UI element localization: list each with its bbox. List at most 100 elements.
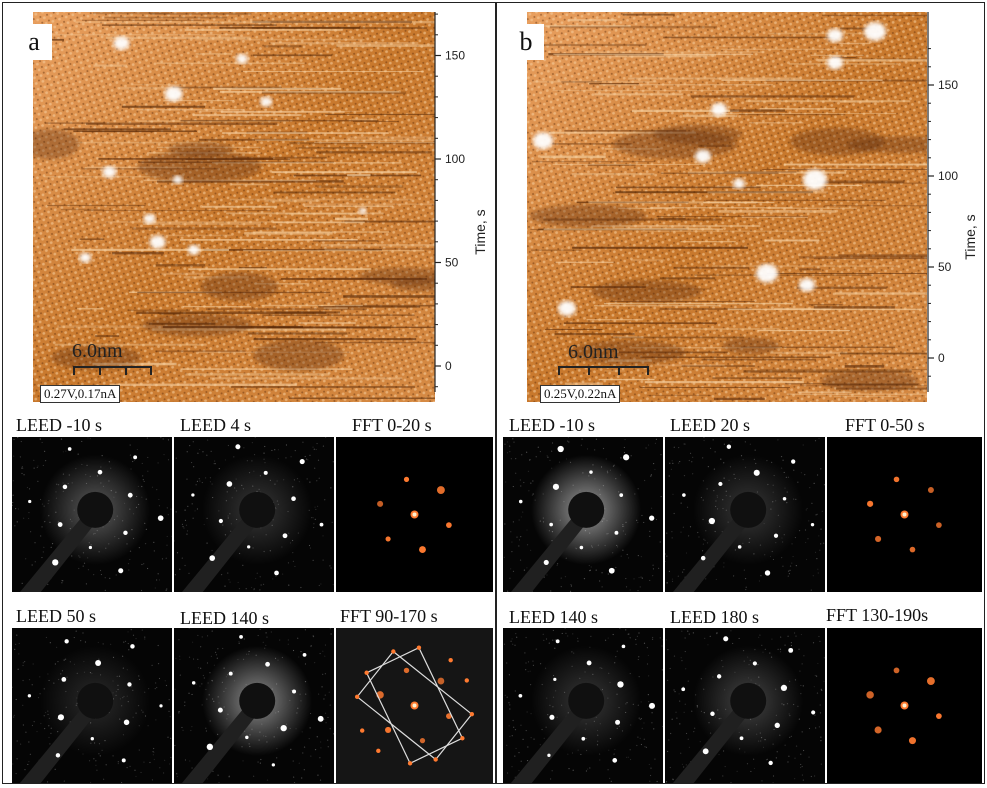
noise-speck [25,731,27,733]
noise-speck [22,664,24,667]
scan-line [95,335,120,338]
noise-speck [554,639,556,641]
noise-speck [525,662,527,664]
scan-line [680,241,736,243]
noise-speck [577,640,579,642]
dark-domain [789,127,885,156]
noise-speck [551,450,553,452]
noise-speck [813,482,815,484]
noise-speck [685,552,688,554]
noise-speck [667,750,669,753]
noise-speck [730,441,732,443]
noise-speck [526,529,528,531]
scan-line [264,199,320,203]
noise-speck [554,647,556,649]
scan-line [213,87,342,90]
noise-speck [567,635,569,637]
noise-speck [583,578,586,580]
noise-speck [324,718,326,721]
noise-speck [640,556,642,558]
noise-speck [23,474,25,476]
scan-line [584,51,765,53]
noise-speck [89,438,91,440]
noise-speck [305,458,308,460]
noise-speck [117,761,119,763]
diffraction-spot [543,559,549,565]
noise-speck [519,479,521,481]
scan-line [531,161,656,163]
dark-domain [359,267,435,285]
noise-speck [816,513,818,515]
noise-speck [216,657,218,659]
scan-line [281,278,427,280]
noise-speck [677,575,679,577]
noise-speck [43,546,45,548]
noise-speck [601,586,603,588]
diffraction-spot [586,660,592,666]
noise-speck [277,458,279,460]
scan-line [136,108,245,111]
scan-line [153,328,347,331]
noise-speck [314,467,316,469]
noise-speck [526,711,528,713]
noise-speck [520,536,522,538]
noise-speck [127,563,130,565]
scan-line [344,220,435,223]
scan-line [796,286,887,289]
noise-speck [754,449,756,451]
adsorbate-cluster [558,300,576,317]
noise-speck [549,459,551,461]
scan-line [211,162,402,164]
diffraction-spot [773,533,779,538]
dark-domain [253,339,345,371]
diffraction-spot [549,522,554,527]
noise-speck [647,694,649,696]
noise-speck [635,638,637,641]
adsorbate-cluster [236,53,249,64]
noise-speck [191,726,193,728]
scan-line [243,70,424,72]
noise-speck [821,510,823,512]
noise-speck [151,664,153,666]
noise-speck [259,589,261,591]
noise-speck [39,676,41,678]
noise-speck [259,628,261,630]
noise-speck [143,480,145,483]
noise-speck [188,656,191,658]
diffraction-spot [130,644,135,649]
noise-speck [253,588,255,590]
adsorbate-cluster [79,252,92,263]
fft-spot [867,500,874,507]
noise-speck [648,763,650,766]
noise-speck [167,736,169,738]
diffraction-spot [57,714,65,721]
noise-speck [629,749,631,751]
diffraction-spot [239,634,243,639]
noise-speck [197,634,199,637]
noise-speck [715,578,717,581]
noise-speck [510,568,512,570]
noise-speck [135,638,137,640]
noise-speck [238,588,241,590]
sample-holder [673,517,747,592]
noise-speck [638,656,640,658]
scan-line [527,25,631,28]
noise-speck [95,760,97,762]
scan-line [262,314,415,316]
noise-speck [638,576,640,579]
noise-speck [200,667,202,669]
lattice-vertex [416,645,422,650]
noise-speck [62,580,64,582]
lattice-vertex [407,761,413,766]
leed-pattern [503,628,663,783]
noise-speck [512,570,515,572]
noise-speck [318,693,320,695]
noise-speck [595,569,597,571]
caption-a-4: LEED 50 s [16,606,96,626]
noise-speck [789,569,791,571]
noise-speck [126,767,128,769]
noise-speck [530,549,532,551]
noise-speck [520,760,522,762]
fft-spot [446,713,452,720]
scan-line [195,38,365,41]
